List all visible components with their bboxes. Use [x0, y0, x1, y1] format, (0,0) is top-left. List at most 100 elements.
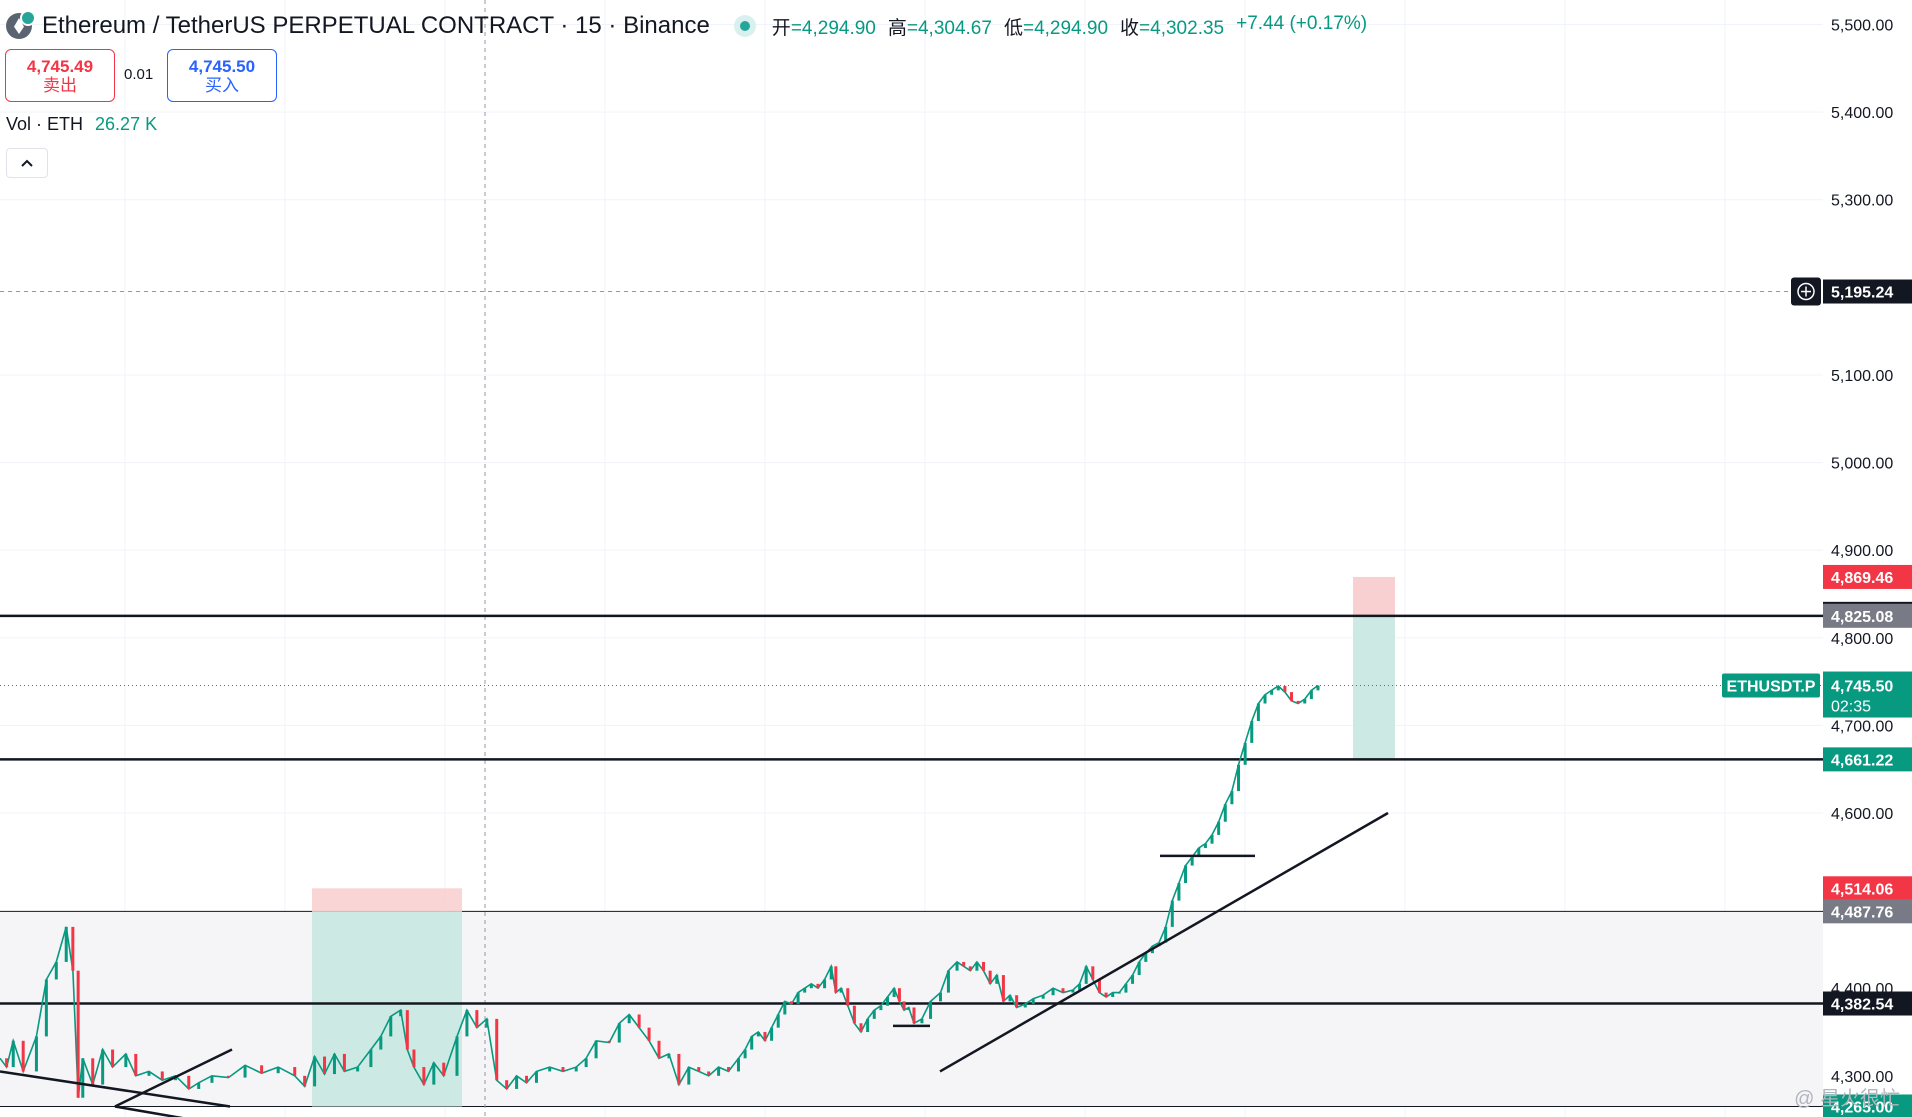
- candle-body: [81, 1058, 85, 1098]
- price-tick-label: 5,100.00: [1831, 368, 1893, 385]
- chevron-up-icon[interactable]: [6, 148, 48, 178]
- candle-body: [1276, 685, 1280, 691]
- candle-body: [71, 926, 75, 971]
- candle-body: [1230, 791, 1234, 805]
- market-status-icon[interactable]: [733, 15, 756, 37]
- price-axis[interactable]: 5,500.00 5,400.00 5,300.00 5,100.00 5,000.00…: [1823, 0, 1912, 1117]
- plus-circle-icon[interactable]: [1797, 282, 1815, 301]
- sell-label: 卖出: [43, 75, 77, 95]
- price-label-bg: [1823, 899, 1912, 924]
- range-zone[interactable]: [0, 911, 1823, 1107]
- candle-body: [809, 983, 813, 989]
- take-profit-box[interactable]: [1353, 615, 1395, 760]
- watermark: @ 星火很忙: [1794, 1088, 1900, 1110]
- candle-body: [1164, 926, 1168, 943]
- trendline[interactable]: [114, 1048, 233, 1108]
- candle-body: [834, 966, 838, 993]
- candle-body: [975, 961, 979, 971]
- candle-body: [313, 1056, 317, 1087]
- buy-price: 4,745.50: [188, 56, 256, 76]
- candle-body: [323, 1056, 327, 1075]
- candle-body: [1091, 966, 1095, 980]
- stop-loss-box[interactable]: [312, 888, 462, 912]
- candle-body: [1008, 995, 1012, 1002]
- candle-body: [134, 1053, 138, 1076]
- candle-body: [885, 996, 889, 1006]
- price-label-bg: [1823, 279, 1912, 304]
- candle-body: [1117, 992, 1121, 994]
- price-chart[interactable]: ETHUSDT.P: [0, 0, 1823, 1117]
- trendline[interactable]: [114, 1105, 232, 1117]
- candle-body: [422, 1067, 426, 1085]
- price-axis-canvas: 5,500.00 5,400.00 5,300.00 5,100.00 5,000.00…: [1823, 18, 1912, 1117]
- buy-label: 买入: [205, 75, 239, 95]
- candle-body: [1270, 690, 1274, 695]
- candle-body: [187, 1075, 191, 1089]
- candle-body: [846, 988, 850, 1006]
- stop-loss-box[interactable]: [1353, 576, 1395, 616]
- candle-body: [988, 970, 992, 984]
- candle-body: [574, 1067, 578, 1072]
- ethereum-logo-icon: [6, 10, 36, 39]
- candle-body: [101, 1049, 105, 1085]
- candle-body: [1071, 989, 1075, 993]
- candle-body: [756, 1032, 760, 1037]
- candle-body: [111, 1049, 115, 1068]
- candle-body: [763, 1032, 767, 1041]
- candle-body: [1001, 975, 1005, 1002]
- candle-body: [637, 1014, 641, 1028]
- candle-body: [912, 1007, 916, 1024]
- candle-body: [907, 1007, 911, 1011]
- candle-body: [594, 1040, 598, 1059]
- symbol-title[interactable]: Ethereum / TetherUS PERPETUAL CONTRACT ·…: [42, 12, 710, 39]
- candle-body: [525, 1075, 529, 1083]
- trendline[interactable]: [0, 1070, 231, 1108]
- spread-value: 0.01: [124, 66, 154, 83]
- countdown-label: 02:35: [1831, 699, 1871, 716]
- buy-button[interactable]: 4,745.50 买入: [167, 49, 277, 102]
- volume-value: 26.27 K: [95, 114, 158, 134]
- candle-body: [920, 1018, 924, 1024]
- candle-body: [627, 1014, 631, 1024]
- price-tick-label: 5,300.00: [1831, 193, 1893, 210]
- candle-body: [369, 1049, 373, 1068]
- take-profit-box[interactable]: [312, 911, 462, 1107]
- high-label: 高: [887, 17, 907, 39]
- symbol-tag-label: ETHUSDT.P: [1727, 679, 1816, 696]
- candle-body: [770, 1027, 774, 1041]
- candle-body: [892, 988, 896, 997]
- candle-body: [548, 1067, 552, 1072]
- chart-canvas[interactable]: ETHUSDT.P: [0, 0, 1823, 1117]
- price-label: 4,382.54: [1831, 997, 1893, 1014]
- price-tick-label: 5,500.00: [1831, 18, 1893, 35]
- trendline[interactable]: [939, 811, 1389, 1073]
- candle-body: [44, 979, 48, 1037]
- price-tick-label: 4,600.00: [1831, 806, 1893, 823]
- candle-body: [647, 1027, 651, 1041]
- candle-body: [1031, 998, 1035, 1004]
- candle-body: [1316, 685, 1320, 691]
- volume-legend[interactable]: Vol · ETH 26.27 K: [6, 114, 157, 135]
- candle-body: [389, 1016, 393, 1037]
- candle-body: [1078, 983, 1082, 990]
- price-label-bg: [1823, 1094, 1912, 1117]
- candle-body: [866, 1018, 870, 1033]
- symbol-tag: [1722, 673, 1820, 698]
- candle-body: [1210, 834, 1214, 844]
- candle-body: [789, 1001, 793, 1004]
- sell-button[interactable]: 4,745.49 卖出: [5, 49, 115, 102]
- candle-body: [750, 1036, 754, 1050]
- candle-body: [442, 1062, 446, 1076]
- candle-body: [399, 1010, 403, 1017]
- candle-body: [124, 1053, 128, 1068]
- candle-body: [1243, 742, 1247, 765]
- candle-body: [879, 1005, 883, 1011]
- candle-body: [776, 1014, 780, 1028]
- candle-body: [293, 1067, 297, 1076]
- candle-body: [1256, 703, 1260, 722]
- open-label: 开: [771, 17, 791, 39]
- candle-body: [243, 1065, 247, 1078]
- ohlc-values: 开=4,294.90 高=4,304.67 低=4,294.90 收=4,302…: [772, 13, 1367, 40]
- price-label: 4,265.00: [1831, 1099, 1893, 1116]
- candle-body: [1283, 685, 1287, 693]
